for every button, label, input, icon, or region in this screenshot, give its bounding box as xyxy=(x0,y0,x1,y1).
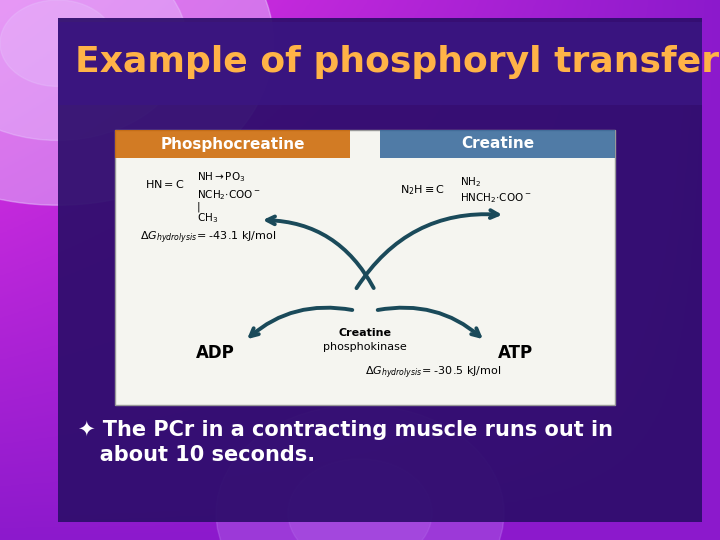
Text: $\mathregular{N_2H{\equiv}C}$: $\mathregular{N_2H{\equiv}C}$ xyxy=(400,183,445,197)
Text: ✦ The PCr in a contracting muscle runs out in: ✦ The PCr in a contracting muscle runs o… xyxy=(78,420,613,440)
Text: ATP: ATP xyxy=(498,344,533,362)
Text: $\mathregular{NH_2}$: $\mathregular{NH_2}$ xyxy=(460,175,482,189)
FancyBboxPatch shape xyxy=(380,130,615,158)
Text: $\mathregular{CH_3}$: $\mathregular{CH_3}$ xyxy=(197,211,218,225)
Circle shape xyxy=(0,0,115,86)
Text: Example of phosphoryl transfer: Example of phosphoryl transfer xyxy=(75,45,719,79)
FancyBboxPatch shape xyxy=(58,18,702,522)
FancyBboxPatch shape xyxy=(115,130,350,158)
Text: |: | xyxy=(197,202,201,213)
FancyBboxPatch shape xyxy=(58,22,702,105)
Text: $\Delta G_{hydrolysis}$= -43.1 kJ/mol: $\Delta G_{hydrolysis}$= -43.1 kJ/mol xyxy=(140,230,276,246)
Text: $\mathregular{HNCH_2{\cdot}COO^-}$: $\mathregular{HNCH_2{\cdot}COO^-}$ xyxy=(460,191,531,205)
Circle shape xyxy=(216,405,504,540)
Text: Creatine: Creatine xyxy=(338,328,392,338)
Text: $\mathregular{HN{=}C}$: $\mathregular{HN{=}C}$ xyxy=(145,178,184,190)
Circle shape xyxy=(0,0,274,205)
Text: about 10 seconds.: about 10 seconds. xyxy=(78,445,315,465)
Circle shape xyxy=(0,0,187,140)
Text: Creatine: Creatine xyxy=(461,137,534,152)
Text: phosphokinase: phosphokinase xyxy=(323,342,407,352)
Text: $\Delta G_{hydrolysis}$= -30.5 kJ/mol: $\Delta G_{hydrolysis}$= -30.5 kJ/mol xyxy=(365,365,501,381)
Text: $\mathregular{NH{\rightarrow}PO_3}$: $\mathregular{NH{\rightarrow}PO_3}$ xyxy=(197,170,246,184)
Circle shape xyxy=(288,459,432,540)
Text: ADP: ADP xyxy=(196,344,235,362)
Text: $\mathregular{NCH_2{\cdot}COO^-}$: $\mathregular{NCH_2{\cdot}COO^-}$ xyxy=(197,188,261,202)
FancyBboxPatch shape xyxy=(115,130,615,405)
Text: Phosphocreatine: Phosphocreatine xyxy=(161,137,305,152)
